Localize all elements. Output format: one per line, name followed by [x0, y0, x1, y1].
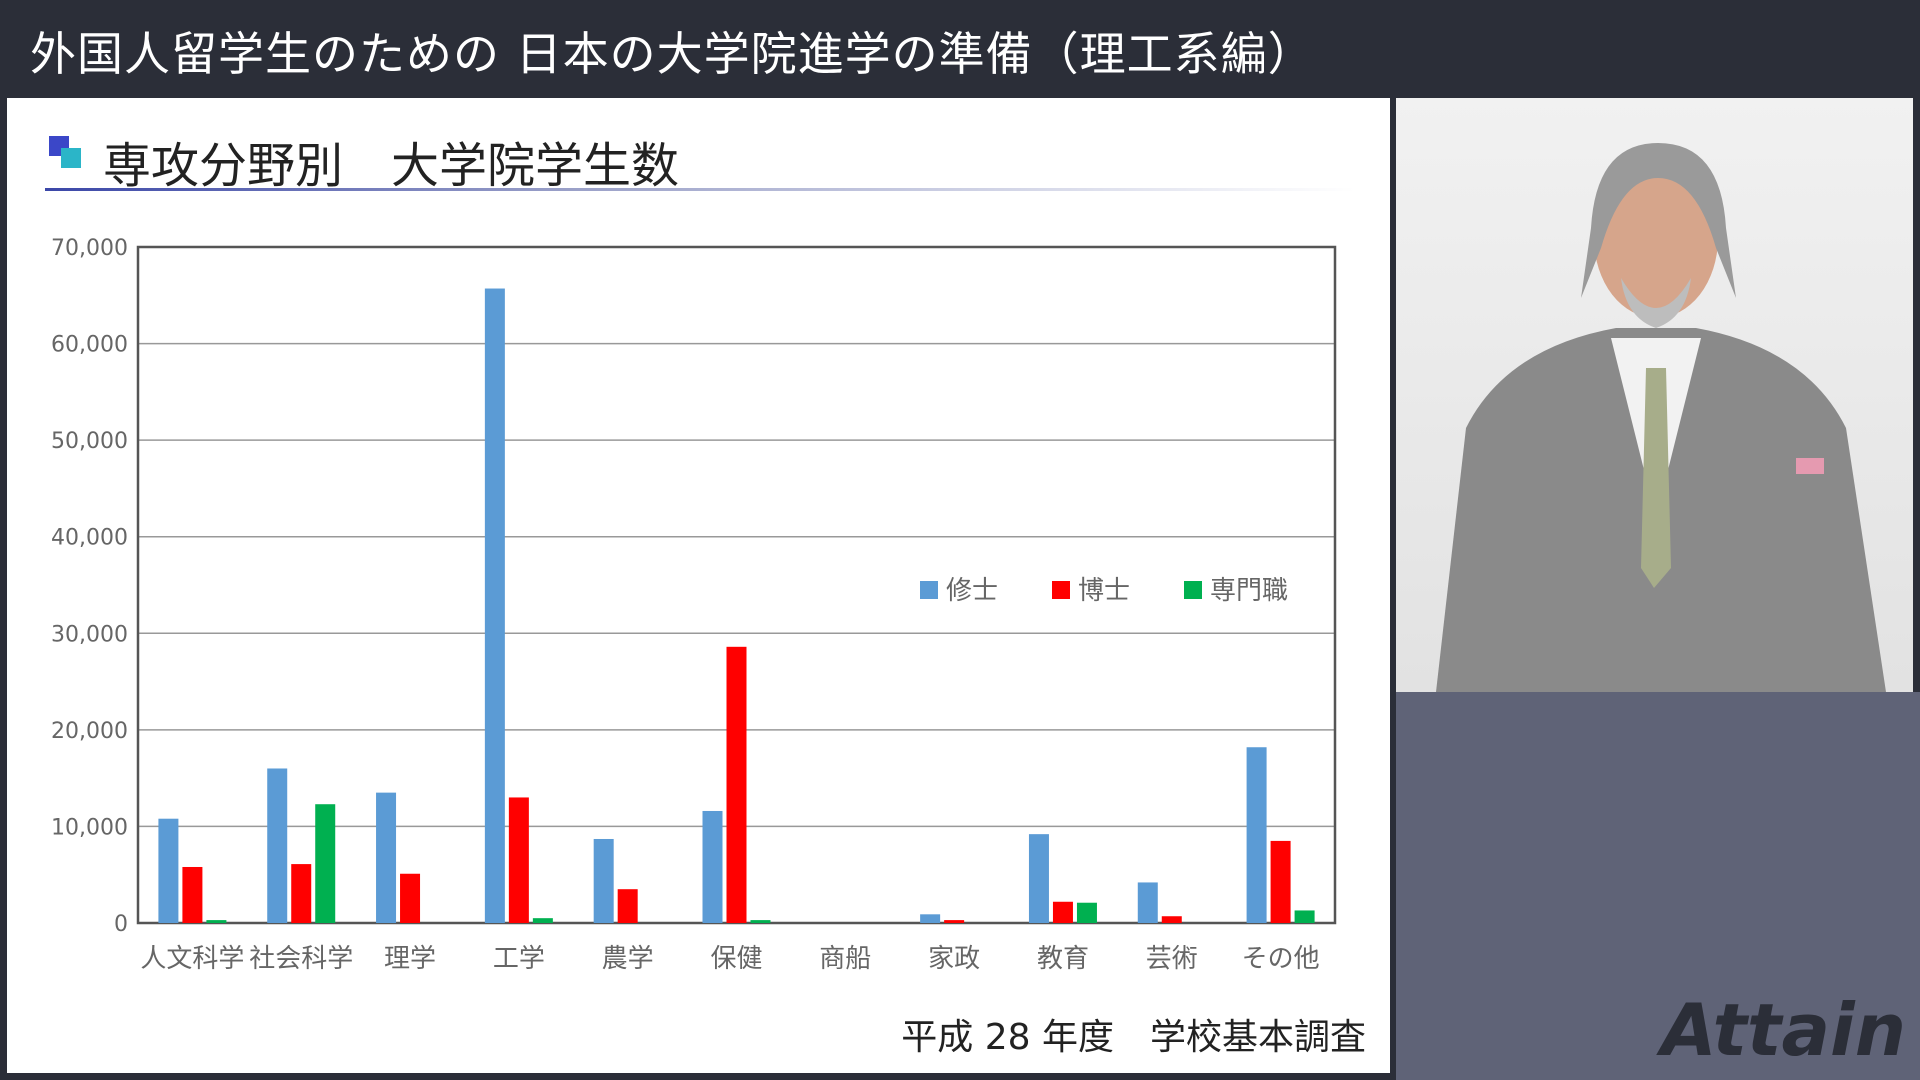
bar-専門職 [1294, 910, 1315, 923]
y-tick-label: 0 [114, 912, 128, 937]
legend-label: 博士 [1078, 576, 1130, 606]
lecture-title: 外国人留学生のための 日本の大学院進学の準備（理工系編） [30, 27, 1315, 81]
legend-label: 専門職 [1210, 576, 1288, 606]
bar-博士 [944, 920, 965, 923]
x-tick-label: 人文科学 [140, 944, 244, 974]
bar-博士 [291, 864, 312, 923]
bar-修士 [1028, 834, 1049, 923]
bar-専門職 [750, 920, 771, 923]
bar-修士 [702, 810, 723, 923]
y-tick-label: 30,000 [51, 622, 128, 647]
bar-博士 [508, 797, 529, 923]
bar-博士 [1052, 901, 1073, 923]
bar-修士 [484, 288, 505, 923]
bar-修士 [376, 792, 397, 923]
slide-heading: 専攻分野別 大学院学生数 [103, 138, 680, 194]
x-tick-label: 理学 [384, 944, 436, 974]
attain-logo: Attain [1660, 988, 1906, 1072]
x-tick-label: 教育 [1037, 944, 1089, 974]
heading-divider [45, 188, 1355, 191]
x-tick-label: 工学 [493, 944, 545, 974]
bar-専門職 [1076, 902, 1097, 923]
x-tick-label: 保健 [710, 944, 762, 974]
bar-chart: 0 10,000 20,000 30,000 40,000 50,000 60,000 70,… [51, 236, 1337, 974]
bar-修士 [267, 768, 288, 923]
heading-bullet-icon [49, 136, 81, 168]
bar-博士 [182, 866, 203, 923]
y-tick-label: 40,000 [51, 526, 128, 551]
legend-swatch [920, 581, 938, 599]
bar-修士 [920, 914, 941, 923]
bar-専門職 [532, 918, 553, 923]
legend-swatch [1184, 581, 1202, 599]
y-tick-label: 60,000 [51, 333, 128, 358]
presenter-video [1396, 98, 1913, 692]
bar-修士 [1246, 747, 1267, 923]
bar-博士 [400, 873, 421, 923]
y-tick-label: 20,000 [51, 719, 128, 744]
x-tick-label: 家政 [928, 944, 980, 974]
source-note: 平成 28 年度 学校基本調査 [901, 1017, 1366, 1058]
bar-修士 [158, 818, 179, 923]
presenter-image [1436, 143, 1886, 692]
slide: 専攻分野別 大学院学生数 0 10,000 20,000 30,000 40,000 50… [7, 98, 1390, 1073]
x-tick-label: その他 [1242, 944, 1320, 974]
x-tick-label: 芸術 [1146, 944, 1198, 974]
x-tick-label: 農学 [602, 944, 654, 974]
y-tick-label: 10,000 [51, 815, 128, 840]
legend-swatch [1052, 581, 1070, 599]
bar-博士 [617, 889, 638, 923]
x-tick-label: 社会科学 [249, 944, 353, 974]
lower-panel [1396, 692, 1920, 1080]
legend-label: 修士 [946, 576, 998, 606]
bar-博士 [1270, 840, 1291, 923]
title-bar: 外国人留学生のための 日本の大学院進学の準備（理工系編） [0, 0, 1920, 96]
bar-専門職 [315, 804, 336, 923]
bar-博士 [726, 646, 747, 923]
y-tick-label: 70,000 [51, 236, 128, 261]
bar-修士 [1137, 882, 1158, 923]
x-tick-label: 商船 [819, 944, 871, 974]
bar-博士 [1161, 916, 1182, 923]
bar-修士 [593, 838, 614, 923]
bar-専門職 [206, 920, 227, 923]
y-tick-label: 50,000 [51, 429, 128, 454]
